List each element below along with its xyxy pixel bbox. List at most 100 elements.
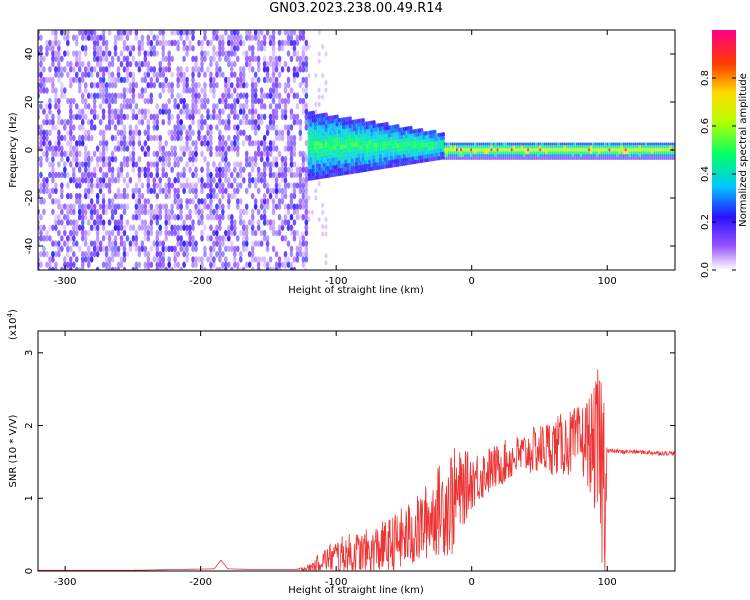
heatmap-cell [80,124,85,131]
heatmap-cell [262,198,267,205]
heatmap-cell [113,34,118,41]
heatmap-cell [48,118,52,126]
heatmap-cell [506,157,509,160]
heatmap-cell [584,151,586,155]
heatmap-cell [301,150,306,158]
heatmap-cell [590,148,592,152]
heatmap-cell [122,208,127,216]
heatmap-cell [673,154,675,157]
heatmap-cell [209,224,213,231]
heatmap-cell [553,148,556,152]
heatmap-cell [197,208,201,216]
heatmap-cell [295,113,300,121]
heatmap-cell [200,55,204,62]
heatmap-cell [161,256,166,263]
heatmap-cell [555,157,558,160]
heatmap-cell [551,142,554,146]
heatmap-cell [185,240,189,247]
heatmap-cell [280,187,285,194]
heatmap-cell [221,266,225,270]
heatmap-cell [107,182,112,189]
heatmap-cell [200,198,204,205]
heatmap-cell [170,203,174,210]
heatmap-cell [292,192,297,200]
heatmap-cell [200,187,204,194]
heatmap-cell [638,148,641,152]
heatmap-cell [95,177,100,184]
heatmap-cell [158,256,163,263]
heatmap-cell [571,151,574,155]
heatmap-cell [268,140,273,147]
heatmap-cell [167,118,171,126]
heatmap-cell [474,145,477,149]
heatmap-cell [224,245,228,253]
heatmap-cell [502,148,505,152]
heatmap-cell [561,142,564,146]
heatmap-cell [533,151,536,155]
heatmap-cell [155,208,160,216]
heatmap-cell [161,145,166,152]
heatmap-cell [194,171,198,179]
heatmap-cell [74,145,79,152]
y-tick-label: 40 [24,48,35,61]
heatmap-cell [83,50,88,57]
heatmap-cell [143,198,148,205]
heatmap-cell [280,166,285,173]
heatmap-cell [241,108,246,115]
heatmap-cell [95,240,100,247]
heatmap-cell [218,145,222,152]
heatmap-cell [60,87,64,94]
heatmap-cell [206,134,210,142]
heatmap-cell [146,124,151,131]
heatmap-cell [638,154,641,157]
heatmap-cell [176,39,180,47]
heatmap-cell [647,145,649,149]
heatmap-cell [301,192,306,200]
heatmap-cell [602,157,605,160]
heatmap-cell [152,50,157,57]
heatmap-cell [68,129,73,136]
heatmap-cell [324,51,328,57]
heatmap-cell [197,203,201,210]
heatmap-cell [304,171,309,179]
heatmap-cell [221,39,225,47]
heatmap-cell [134,124,139,131]
heatmap-cell [304,245,309,253]
heatmap-cell [194,92,198,99]
heatmap-cell [200,229,204,237]
heatmap-cell [592,148,595,152]
heatmap-cell [224,155,228,163]
heatmap-cell [235,140,240,147]
heatmap-cell [48,108,52,115]
heatmap-cell [134,182,139,189]
heatmap-cell [101,224,106,231]
heatmap-cell [57,108,61,115]
heatmap-cell [137,261,142,268]
heatmap-cell [244,118,249,126]
heatmap-cell [66,261,70,268]
heatmap-cell [510,151,513,155]
heatmap-cell [77,55,82,62]
heatmap-cell [292,235,297,242]
heatmap-cell [289,192,294,200]
heatmap-cell [622,148,625,152]
heatmap-cell [194,245,198,253]
heatmap-cell [71,76,76,84]
heatmap-cell [152,71,157,78]
heatmap-cell [238,182,243,189]
heatmap-cell [232,224,237,231]
heatmap-cell [295,71,300,78]
heatmap-cell [304,101,308,107]
heatmap-cell [504,157,507,160]
heatmap-cell [218,214,222,221]
heatmap-cell [125,34,130,41]
heatmap-cell [194,55,198,62]
heatmap-cell [107,256,112,263]
heatmap-cell [188,150,192,158]
heatmap-cell [140,203,145,210]
heatmap-cell [230,266,234,270]
heatmap-cell [179,76,183,84]
heatmap-cell [80,224,85,231]
heatmap-cell [559,151,562,155]
heatmap-cell [286,30,291,36]
